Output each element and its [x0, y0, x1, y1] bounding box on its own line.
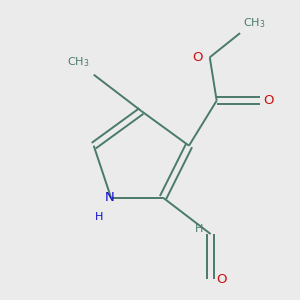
Text: O: O	[263, 94, 274, 107]
Text: N: N	[104, 191, 114, 204]
Text: CH$_3$: CH$_3$	[67, 56, 89, 70]
Text: H: H	[95, 212, 103, 222]
Text: H: H	[195, 224, 204, 234]
Text: O: O	[192, 51, 203, 64]
Text: CH$_3$: CH$_3$	[243, 16, 265, 30]
Text: O: O	[216, 272, 226, 286]
